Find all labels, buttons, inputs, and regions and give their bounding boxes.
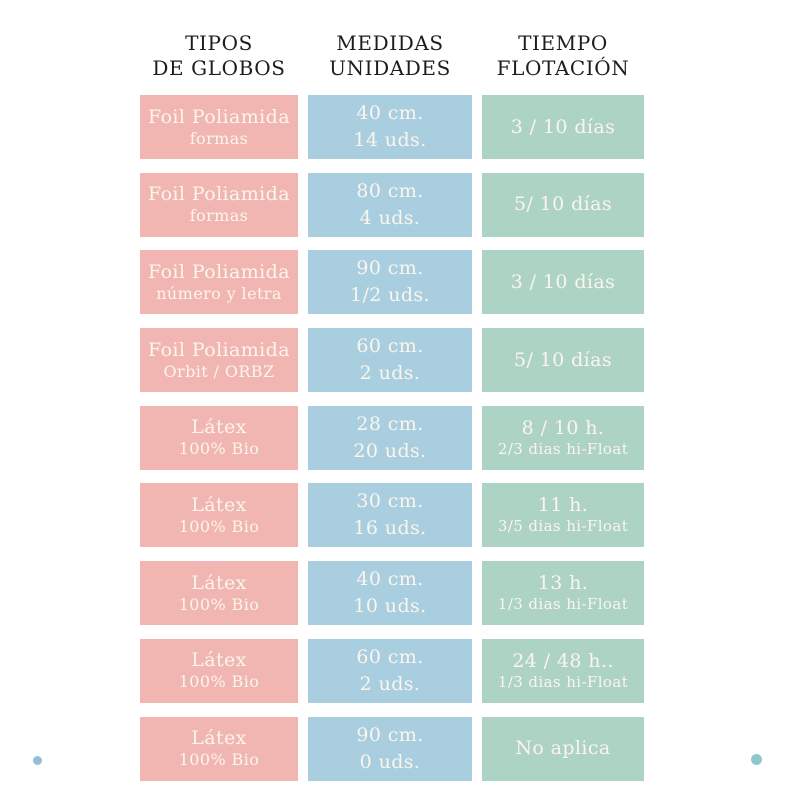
cell-line-primary: 40 cm. [356, 102, 424, 124]
decor-dot-teal [751, 754, 762, 765]
cell-line-primary: Látex [191, 493, 247, 516]
cell-line-primary: Látex [191, 649, 247, 672]
measure-cell: 90 cm. 0 uds. [308, 716, 472, 781]
cell-line-secondary: 2 uds. [359, 362, 421, 385]
cell-line-secondary: 100% Bio [178, 750, 260, 769]
type-cell: Foil Poliamida número y letra [140, 250, 298, 315]
table-row: Foil Poliamida formas 40 cm. 14 uds. 3 / 10 … [140, 95, 646, 159]
cell-line-secondary: 16 uds. [353, 517, 427, 540]
float-cell: 11 h. 3/5 dias hi-Float [482, 483, 644, 548]
cell-line-primary: 90 cm. [356, 257, 424, 280]
header-line: DE GLOBOS [152, 56, 286, 80]
cell-line-secondary: 10 uds. [353, 595, 427, 618]
cell-line-primary: 24 / 48 h.. [512, 649, 614, 672]
float-cell: No aplica [482, 716, 644, 781]
measure-cell: 30 cm. 16 uds. [308, 483, 472, 548]
header-line: FLOTACIÓN [496, 56, 630, 80]
cell-line-secondary: 100% Bio [178, 672, 260, 692]
cell-line-primary: No aplica [515, 737, 611, 759]
cell-line-primary: 28 cm. [356, 412, 424, 435]
cell-line-primary: Foil Poliamida [148, 105, 290, 128]
header-tiempo-flotacion: TIEMPO FLOTACIÓN [482, 31, 644, 81]
cell-line-primary: 11 h. [537, 494, 589, 517]
measure-cell: 40 cm. 14 uds. [308, 95, 472, 159]
cell-line-secondary: 2 uds. [359, 672, 421, 695]
cell-line-primary: Látex [191, 727, 247, 749]
measure-cell: 40 cm. 10 uds. [308, 561, 472, 626]
cell-line-primary: 90 cm. [356, 723, 424, 746]
cell-line-primary: Foil Poliamida [148, 260, 290, 283]
cell-line-primary: 8 / 10 h. [521, 416, 605, 439]
float-cell: 3 / 10 días [482, 95, 644, 159]
cell-line-secondary: 100% Bio [178, 439, 260, 459]
cell-line-secondary: número y letra [156, 283, 282, 303]
cell-line-primary: 60 cm. [356, 335, 424, 358]
header-line: TIEMPO [518, 31, 608, 55]
table-row: Foil Poliamida número y letra 90 cm. 1/2 ud… [140, 250, 646, 315]
cell-line-secondary: 0 uds. [359, 750, 421, 773]
cell-line-primary: 5/ 10 días [513, 193, 613, 216]
type-cell: Látex 100% Bio [140, 561, 298, 626]
cell-line-primary: 40 cm. [356, 568, 424, 591]
type-cell: Látex 100% Bio [140, 405, 298, 470]
cell-line-primary: 13 h. [537, 572, 589, 595]
cell-line-primary: 60 cm. [356, 645, 424, 668]
cell-line-primary: 30 cm. [356, 490, 424, 513]
table-row: Foil Poliamida formas 80 cm. 4 uds. 5/ 10 dí… [140, 172, 646, 237]
cell-line-secondary: 100% Bio [178, 516, 260, 536]
type-cell: Látex 100% Bio [140, 638, 298, 703]
table-row: Foil Poliamida Orbit / ORBZ 60 cm. 2 uds. 5/… [140, 328, 646, 393]
measure-cell: 28 cm. 20 uds. [308, 405, 472, 470]
cell-line-secondary: 3/5 dias hi-Float [497, 517, 629, 536]
cell-line-primary: 80 cm. [356, 179, 424, 202]
cell-line-primary: Foil Poliamida [148, 183, 290, 206]
table-row: Látex 100% Bio 40 cm. 10 uds. 13 h. 1/3 dias … [140, 561, 646, 626]
type-cell: Foil Poliamida Orbit / ORBZ [140, 328, 298, 393]
table-row: Látex 100% Bio 30 cm. 16 uds. 11 h. 3/5 dias … [140, 483, 646, 548]
measure-cell: 80 cm. 4 uds. [308, 172, 472, 237]
cell-line-primary: Foil Poliamida [148, 338, 290, 361]
float-cell: 5/ 10 días [482, 172, 644, 237]
cell-line-secondary: 1/3 dias hi-Float [497, 672, 629, 691]
cell-line-secondary: formas [189, 128, 249, 148]
cell-line-secondary: Orbit / ORBZ [163, 361, 275, 381]
header-medidas-unidades: MEDIDAS UNIDADES [308, 31, 472, 81]
cell-line-primary: Látex [191, 416, 247, 439]
type-cell: Látex 100% Bio [140, 483, 298, 548]
cell-line-primary: Látex [191, 571, 247, 594]
cell-line-secondary: formas [189, 206, 249, 226]
header-tipos-de-globos: TIPOS DE GLOBOS [140, 31, 298, 81]
cell-line-secondary: 4 uds. [359, 206, 421, 229]
cell-line-primary: 3 / 10 días [510, 115, 616, 138]
float-cell: 8 / 10 h. 2/3 dias hi-Float [482, 405, 644, 470]
header-line: TIPOS [185, 31, 253, 55]
measure-cell: 60 cm. 2 uds. [308, 328, 472, 393]
type-cell: Foil Poliamida formas [140, 172, 298, 237]
table-row: Látex 100% Bio 90 cm. 0 uds. No aplica [140, 716, 646, 781]
measure-cell: 90 cm. 1/2 uds. [308, 250, 472, 315]
cell-line-primary: 5/ 10 días [513, 348, 613, 371]
table-row: Látex 100% Bio 60 cm. 2 uds. 24 / 48 h.. 1/3 … [140, 638, 646, 703]
type-cell: Foil Poliamida formas [140, 95, 298, 159]
header-line: UNIDADES [329, 56, 451, 80]
measure-cell: 60 cm. 2 uds. [308, 638, 472, 703]
cell-line-secondary: 14 uds. [353, 129, 427, 151]
decor-dot-blue [33, 756, 42, 765]
table-headers: TIPOS DE GLOBOS MEDIDAS UNIDADES TIEMPO … [140, 31, 646, 81]
cell-line-secondary: 2/3 dias hi-Float [497, 439, 629, 458]
cell-line-secondary: 100% Bio [178, 594, 260, 614]
float-cell: 3 / 10 días [482, 250, 644, 315]
float-cell: 13 h. 1/3 dias hi-Float [482, 561, 644, 626]
cell-line-primary: 3 / 10 días [510, 270, 616, 293]
cell-line-secondary: 20 uds. [353, 439, 427, 462]
cell-line-secondary: 1/3 dias hi-Float [497, 595, 629, 614]
header-line: MEDIDAS [336, 31, 444, 55]
cell-line-secondary: 1/2 uds. [349, 284, 430, 307]
float-cell: 24 / 48 h.. 1/3 dias hi-Float [482, 638, 644, 703]
type-cell: Látex 100% Bio [140, 716, 298, 781]
balloon-table: Foil Poliamida formas 40 cm. 14 uds. 3 / 10 … [140, 95, 646, 794]
float-cell: 5/ 10 días [482, 328, 644, 393]
table-row: Látex 100% Bio 28 cm. 20 uds. 8 / 10 h. 2/3 d… [140, 405, 646, 470]
